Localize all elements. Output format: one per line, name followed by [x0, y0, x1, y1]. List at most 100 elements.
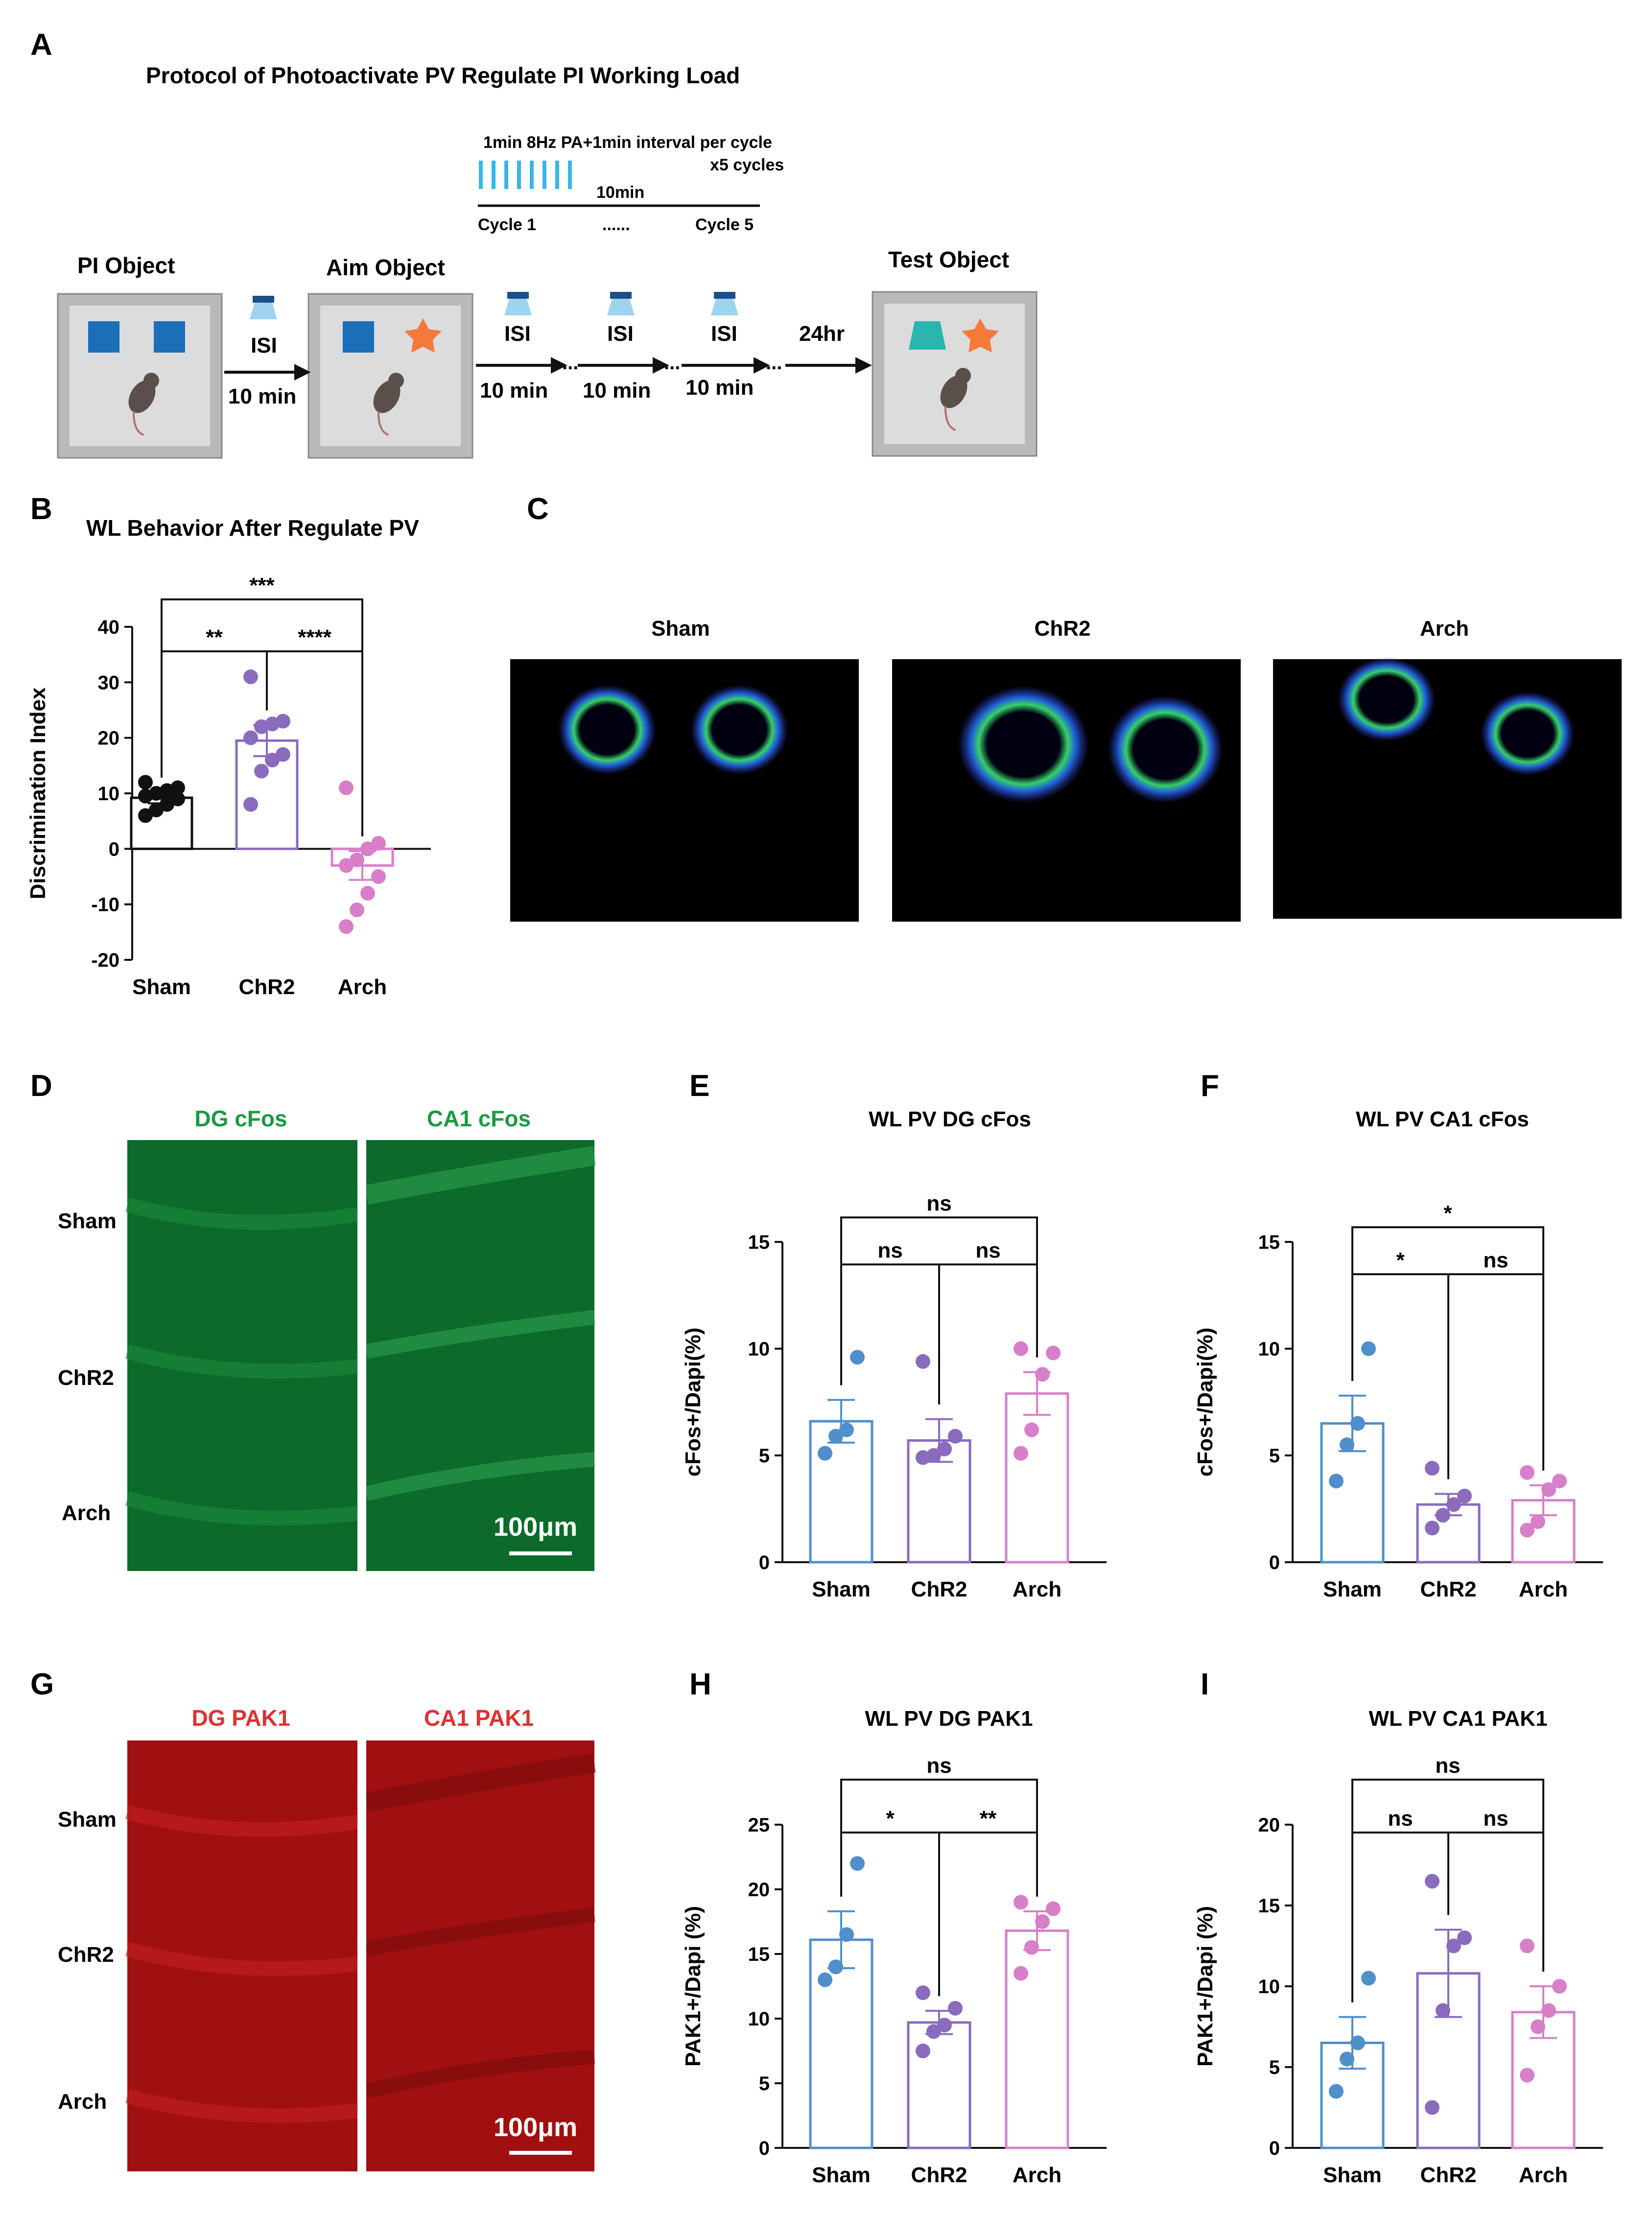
y-tick-label: 15 [1258, 1895, 1280, 1917]
y-tick-label: 20 [748, 1879, 770, 1901]
dots: ... [766, 352, 782, 374]
data-point [916, 1985, 930, 2000]
y-tick-label: -10 [91, 894, 119, 916]
data-point [243, 797, 258, 812]
square-object-icon [88, 321, 119, 353]
data-point [1425, 1461, 1440, 1476]
isi-label: ISI [607, 322, 634, 346]
y-tick-label: 15 [748, 1232, 770, 1253]
isi-label: ISI [711, 322, 737, 346]
data-point [1531, 1514, 1545, 1529]
data-point [948, 2000, 963, 2016]
significance-label: ns [926, 1754, 951, 1778]
data-point [276, 747, 290, 762]
data-point [1446, 1497, 1461, 1512]
interval-label: 10 min [480, 379, 548, 403]
panel-letter-e: E [689, 1069, 709, 1103]
x-tick-label: Arch [1519, 1577, 1568, 1601]
significance-label: ** [206, 625, 223, 649]
chart-e-title: WL PV DG cFos [869, 1107, 1031, 1131]
y-tick-label: 20 [1258, 1814, 1280, 1836]
data-point [1024, 1940, 1039, 1955]
data-point [1361, 1971, 1376, 1986]
data-point [916, 1354, 930, 1369]
bar [907, 2021, 971, 2149]
data-point [1046, 1345, 1061, 1360]
micro-col-dg-pak1: DG PAK1 [191, 1705, 290, 1731]
light-icon [607, 292, 635, 315]
cycle-text-1: 1min 8Hz PA+1min interval per cycle [483, 133, 772, 152]
bar [1005, 1929, 1069, 2149]
data-point [839, 1927, 854, 1942]
mouse-icon [128, 373, 159, 436]
x-tick-label: Arch [1013, 1577, 1062, 1601]
data-point [1350, 2035, 1365, 2050]
y-tick-label: 10 [1258, 1976, 1280, 1998]
panel-letter-h: H [689, 1667, 711, 1701]
arena-aim [307, 293, 473, 459]
chart-f: 0 5 10 15 cFos+/Dapi(%) Sham ChR2 Arch * * ns [1193, 1201, 1603, 1601]
star-object-icon [962, 318, 999, 353]
y-tick-label: 10 [98, 783, 120, 805]
pi-object-label: PI Object [77, 253, 175, 278]
y-tick-label: 20 [98, 728, 120, 749]
y-axis-label: Discrimination Index [26, 687, 50, 899]
data-point [1329, 1474, 1344, 1489]
data-point [1520, 2068, 1534, 2083]
data-point [1436, 2003, 1450, 2018]
data-point [828, 1959, 843, 1975]
scale-bar-label: 100μm [494, 1512, 577, 1542]
y-tick-label: 10 [748, 2008, 770, 2030]
cycle-text-2: x5 cycles [710, 156, 784, 174]
delay-label: 24hr [799, 322, 845, 346]
significance-bracket [840, 1263, 940, 1405]
micro-row-arch: Arch [62, 1501, 111, 1525]
data-point [948, 1429, 963, 1444]
micrograph-pak1 [125, 1740, 596, 2171]
light-icon [504, 292, 532, 315]
mouse-icon [940, 368, 971, 431]
interval-label: 10 min [583, 379, 651, 403]
heatmap-chr2 [892, 659, 1241, 922]
y-tick-label: 15 [748, 1944, 770, 1965]
panel-letter-b: B [30, 492, 52, 526]
dots: ... [664, 352, 680, 374]
data-point [360, 886, 375, 901]
panel-letter-c: C [527, 492, 549, 526]
cycle-start: Cycle 1 [478, 215, 536, 234]
y-tick-label: 0 [1269, 1552, 1280, 1573]
data-point [1046, 1901, 1061, 1916]
isi-label: ISI [251, 333, 277, 357]
mouse-icon [373, 373, 404, 436]
data-point [1425, 1521, 1440, 1536]
data-point [1340, 1437, 1354, 1452]
trapezoid-object-icon [909, 321, 946, 350]
dots: ... [562, 352, 578, 374]
significance-label: ns [1483, 1807, 1508, 1831]
data-point [1340, 2051, 1354, 2067]
data-point [1520, 1465, 1534, 1480]
chart-h-title: WL PV DG PAK1 [865, 1707, 1033, 1731]
heatmap-label-chr2: ChR2 [1035, 617, 1091, 641]
data-point [1531, 2019, 1545, 2034]
micro-col-dg-cfos: DG cFos [194, 1106, 287, 1131]
significance-label: *** [249, 573, 275, 597]
data-point [350, 903, 364, 917]
y-tick-label: 10 [1258, 1338, 1280, 1360]
y-tick-label: 5 [1269, 1445, 1280, 1467]
significance-label: * [1396, 1248, 1405, 1272]
y-tick-label: 0 [759, 1552, 770, 1573]
bar [809, 1420, 873, 1564]
heatmap-arch [1273, 657, 1622, 919]
data-point [1024, 1422, 1039, 1437]
significance-bracket [938, 1832, 1038, 1997]
significance-label: ns [1388, 1807, 1413, 1831]
data-point [850, 1856, 865, 1871]
square-object-icon [343, 321, 374, 353]
interval-label: 10 min [685, 376, 754, 400]
star-object-icon [404, 318, 442, 353]
data-point [1520, 1523, 1534, 1538]
cycle-end: Cycle 5 [695, 215, 754, 234]
significance-label: * [886, 1807, 895, 1831]
